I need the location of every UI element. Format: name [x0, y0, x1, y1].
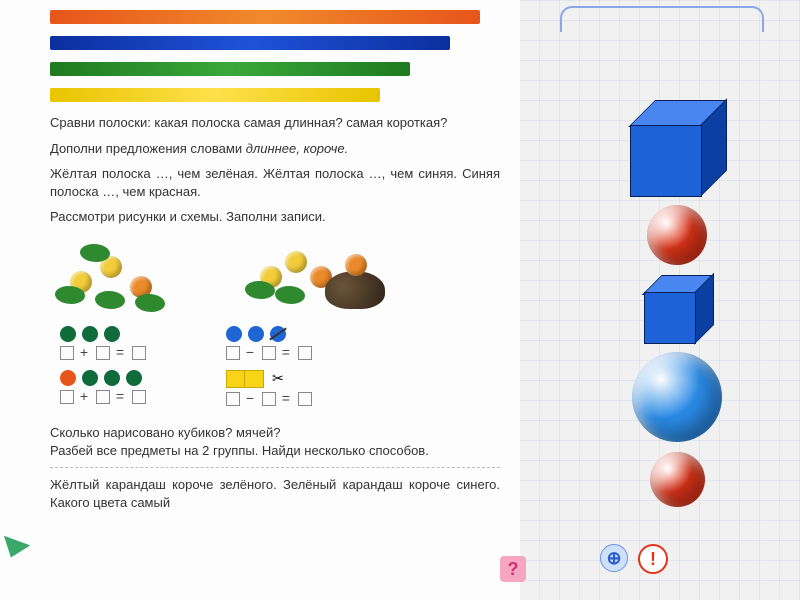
- hedgehog: [325, 271, 385, 309]
- paragraph-lookat: Рассмотри рисунки и схемы. Заполни запис…: [50, 208, 500, 226]
- sphere-shape: [650, 452, 705, 507]
- apple: [285, 251, 307, 273]
- dot-green: [104, 370, 120, 386]
- color-strip: [50, 88, 380, 102]
- bracket-decoration: [560, 6, 764, 32]
- leaf: [80, 244, 110, 262]
- scissors-icon: ✂: [272, 370, 284, 388]
- dots-row-3: [226, 326, 312, 342]
- dot-orange: [60, 370, 76, 386]
- equation-3: − =: [226, 344, 312, 360]
- apple: [345, 254, 367, 276]
- para-fill-em: длиннее, короче.: [246, 141, 349, 156]
- equation-2: + =: [60, 388, 146, 404]
- dot-blue-crossed: [270, 326, 286, 342]
- paragraph-count: Сколько нарисовано кубиков? мячей? Разбе…: [50, 424, 500, 459]
- equation-4: − =: [226, 390, 312, 406]
- equation-1: + =: [60, 344, 146, 360]
- dots-row-2: [60, 370, 146, 386]
- alert-icon[interactable]: !: [638, 544, 668, 574]
- yellow-rect: [226, 370, 264, 388]
- divider: [50, 467, 500, 468]
- pictures-row: [50, 236, 500, 316]
- sphere-shape: [647, 205, 707, 265]
- main-content: Сравни полоски: какая полоска самая длин…: [0, 0, 520, 600]
- footer-icons: ⊕ !: [600, 544, 668, 574]
- paragraph-fill: Дополни предложения словами длиннее, кор…: [50, 140, 500, 158]
- dot-green: [126, 370, 142, 386]
- shapes-stack: [630, 100, 725, 507]
- para-fill-lead: Дополни предложения словами: [50, 141, 246, 156]
- dot-blue: [248, 326, 264, 342]
- leaf: [275, 286, 305, 304]
- picture-hedgehog-right: [250, 236, 390, 316]
- leaf: [55, 286, 85, 304]
- color-strip: [50, 36, 450, 50]
- sphere-shape: [632, 352, 722, 442]
- equations-right: − = ✂ − =: [216, 320, 312, 417]
- color-strips: [50, 10, 500, 102]
- paragraph-compare: Сравни полоски: какая полоска самая длин…: [50, 114, 500, 132]
- paragraph-pencils: Жёлтый карандаш короче зелёного. Зелёный…: [50, 476, 500, 511]
- leaf: [135, 294, 165, 312]
- dots-row-1: [60, 326, 146, 342]
- cube-shape: [630, 100, 725, 195]
- help-tab[interactable]: ?: [500, 556, 526, 582]
- dot-green: [82, 370, 98, 386]
- color-strip: [50, 62, 410, 76]
- dot-green: [104, 326, 120, 342]
- page-arrow-icon: [0, 536, 30, 562]
- paragraph-sentences: Жёлтая полоска …, чем зелёная. Жёлтая по…: [50, 165, 500, 200]
- sidebar: ⊕ !: [520, 0, 800, 600]
- yellow-cut-row: ✂: [226, 370, 312, 388]
- color-strip: [50, 10, 480, 24]
- leaf: [245, 281, 275, 299]
- leaf: [95, 291, 125, 309]
- dot-green: [60, 326, 76, 342]
- cube-shape: [644, 275, 712, 343]
- picture-apples-left: [50, 236, 190, 316]
- dot-blue: [226, 326, 242, 342]
- dot-green: [82, 326, 98, 342]
- equations-left: + = + =: [50, 320, 146, 417]
- globe-icon[interactable]: ⊕: [600, 544, 628, 572]
